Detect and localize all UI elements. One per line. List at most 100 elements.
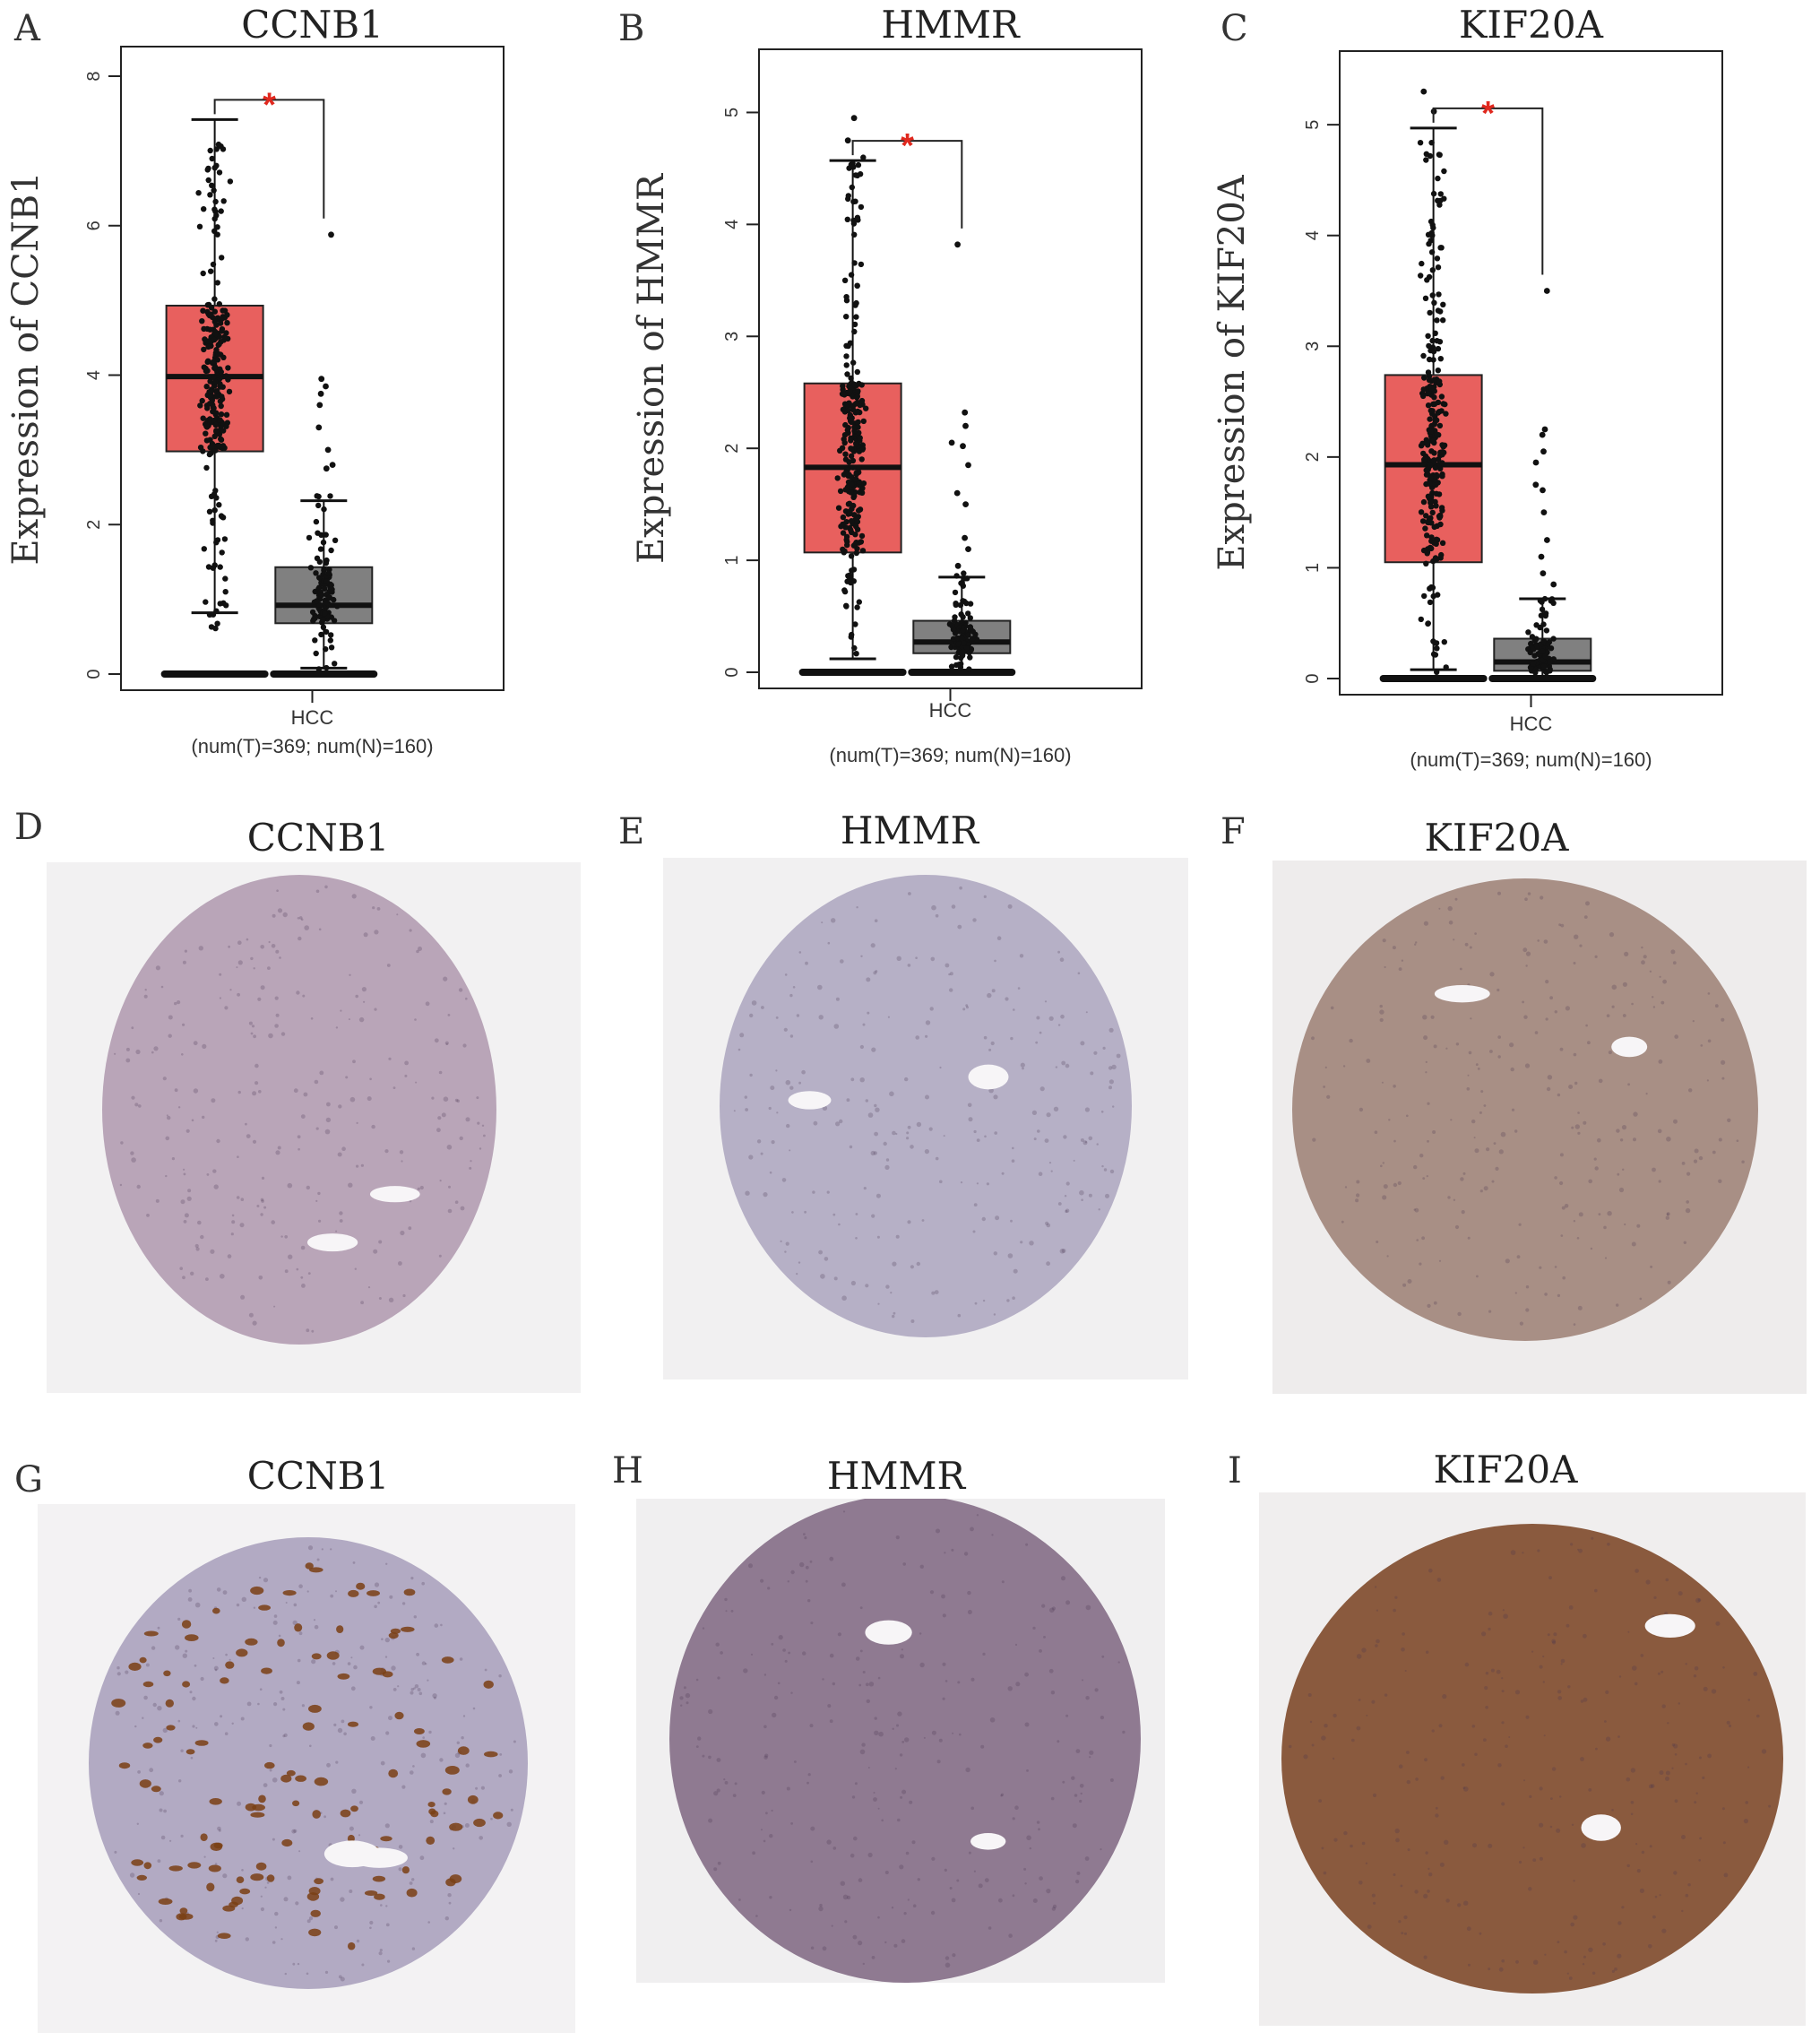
tissue-texture bbox=[211, 1098, 216, 1103]
tissue-texture bbox=[1652, 1915, 1656, 1919]
tissue-texture bbox=[484, 1668, 487, 1672]
data-point bbox=[1540, 637, 1547, 644]
tissue-texture bbox=[363, 932, 368, 938]
data-point bbox=[860, 418, 867, 425]
tissue-texture bbox=[1657, 1129, 1662, 1134]
tissue-texture bbox=[369, 1706, 373, 1709]
tissue-texture bbox=[398, 1261, 402, 1266]
tissue-texture bbox=[916, 1261, 920, 1267]
tissue-texture bbox=[944, 1552, 946, 1554]
tissue-texture bbox=[183, 1172, 186, 1176]
tissue-texture bbox=[1721, 1059, 1726, 1065]
tissue-texture bbox=[749, 1073, 753, 1077]
tissue-texture bbox=[319, 1812, 323, 1814]
tissue-texture bbox=[826, 1839, 832, 1845]
data-point bbox=[850, 359, 857, 366]
tissue-texture bbox=[1085, 1696, 1090, 1700]
data-point bbox=[959, 580, 965, 586]
tissue-texture bbox=[251, 1025, 255, 1028]
tissue-texture bbox=[1448, 920, 1453, 925]
tissue-texture bbox=[160, 985, 164, 989]
tissue-texture bbox=[1631, 1002, 1634, 1006]
data-point bbox=[212, 410, 220, 416]
tissue-texture bbox=[1039, 1649, 1042, 1653]
stained-nucleus bbox=[312, 1810, 322, 1819]
data-point bbox=[1435, 456, 1442, 463]
data-point bbox=[840, 383, 846, 389]
data-point bbox=[858, 489, 866, 496]
tissue-texture bbox=[970, 1677, 975, 1682]
tissue-texture bbox=[1065, 1714, 1069, 1717]
tissue-texture bbox=[137, 1770, 142, 1774]
stained-nucleus bbox=[350, 1805, 358, 1812]
tissue-texture bbox=[427, 1921, 431, 1924]
tissue-texture bbox=[925, 1094, 929, 1100]
tissue-texture bbox=[447, 1893, 452, 1898]
tissue-texture bbox=[717, 1861, 721, 1865]
data-point bbox=[856, 599, 862, 605]
tissue-texture bbox=[276, 889, 279, 892]
tissue-texture bbox=[944, 1868, 947, 1872]
data-point bbox=[1430, 190, 1437, 197]
outlier-point bbox=[962, 501, 969, 507]
tissue-texture bbox=[744, 1095, 747, 1099]
tissue-texture bbox=[1606, 1014, 1610, 1017]
tissue-texture bbox=[1080, 1041, 1085, 1046]
tissue-texture bbox=[1046, 1223, 1051, 1228]
ihc-panel-f bbox=[1272, 861, 1807, 1394]
data-point bbox=[207, 378, 213, 385]
tissue-texture bbox=[284, 1269, 289, 1274]
data-point bbox=[849, 518, 855, 524]
tissue-texture bbox=[760, 1152, 763, 1155]
tissue-texture bbox=[258, 1576, 262, 1579]
tissue-texture bbox=[1485, 1706, 1488, 1709]
tissue-texture bbox=[469, 1166, 472, 1170]
normal-group bbox=[908, 241, 1016, 676]
zero-cluster bbox=[908, 669, 1016, 676]
tissue-texture bbox=[1089, 1750, 1094, 1755]
tissue-texture bbox=[411, 1878, 415, 1881]
tissue-texture bbox=[481, 1124, 485, 1128]
tissue-texture bbox=[1590, 1247, 1593, 1250]
stained-nucleus bbox=[229, 1901, 238, 1907]
tissue-texture bbox=[198, 946, 203, 951]
data-point bbox=[213, 495, 220, 501]
data-point bbox=[1427, 463, 1434, 469]
tissue-texture bbox=[1591, 1971, 1596, 1975]
data-point bbox=[323, 578, 330, 584]
tissue-texture bbox=[1366, 1714, 1368, 1717]
tissue-texture bbox=[804, 1536, 807, 1540]
tissue-texture bbox=[1673, 1119, 1678, 1124]
stained-nucleus bbox=[277, 1639, 285, 1648]
tissue-texture bbox=[260, 1213, 263, 1216]
tissue-texture bbox=[449, 1827, 453, 1831]
data-point bbox=[206, 451, 213, 458]
tissue-texture bbox=[374, 1604, 377, 1609]
stained-nucleus bbox=[394, 1711, 404, 1720]
tissue-texture bbox=[1683, 1241, 1687, 1245]
tissue-core bbox=[1281, 1524, 1783, 1993]
tissue-texture bbox=[1307, 1693, 1312, 1697]
data-point bbox=[834, 475, 841, 481]
data-point bbox=[1433, 503, 1439, 509]
tissue-texture bbox=[490, 1817, 493, 1820]
tissue-texture bbox=[291, 1829, 297, 1834]
tissue-texture bbox=[1553, 1632, 1557, 1637]
data-point bbox=[1550, 636, 1557, 642]
data-point bbox=[844, 539, 850, 545]
tissue-texture bbox=[871, 1047, 876, 1052]
stained-nucleus bbox=[231, 1896, 244, 1906]
tissue-texture bbox=[1116, 1053, 1121, 1059]
data-point bbox=[1441, 639, 1448, 645]
panel-letter-f: F bbox=[1221, 811, 1246, 852]
tissue-texture bbox=[328, 1843, 333, 1847]
tissue-texture bbox=[973, 1129, 977, 1134]
panel-letter-g: G bbox=[14, 1459, 43, 1500]
y-tick-label: 4 bbox=[1303, 230, 1323, 240]
tissue-texture bbox=[263, 1206, 267, 1209]
data-point bbox=[955, 662, 962, 668]
data-point bbox=[1419, 462, 1427, 468]
tissue-texture bbox=[440, 1623, 443, 1627]
data-point bbox=[313, 518, 320, 525]
tissue-texture bbox=[1014, 1643, 1018, 1646]
